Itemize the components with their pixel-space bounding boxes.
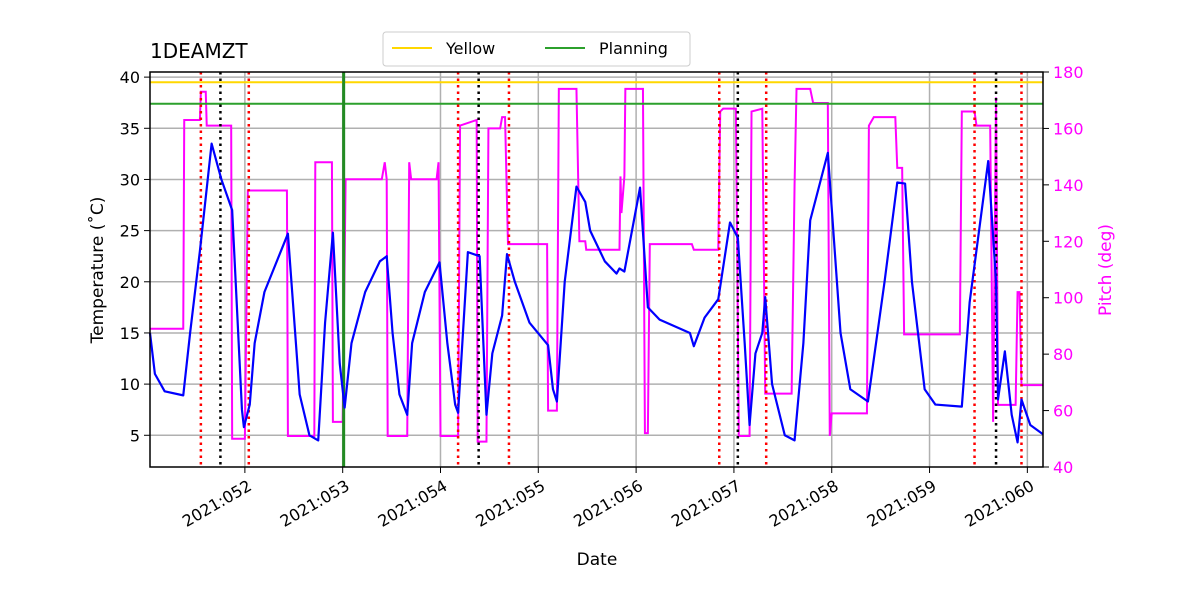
y2-tick-label: 40 — [1053, 458, 1073, 477]
y-tick-label: 35 — [120, 119, 140, 138]
x-tick-label: 2021:055 — [472, 476, 548, 531]
x-tick-label: 2021:059 — [864, 476, 940, 531]
y2-tick-label: 60 — [1053, 402, 1073, 421]
x-tick-label: 2021:058 — [766, 476, 842, 531]
y-axis-label: Temperature (˚C) — [87, 197, 108, 345]
plot-marks — [148, 72, 1044, 467]
legend-label-planning: Planning — [599, 39, 668, 58]
y-tick-label: 15 — [120, 324, 140, 343]
x-tick-label: 2021:056 — [570, 476, 646, 531]
y-tick-label: 5 — [130, 426, 140, 445]
legend: Yellow Planning — [382, 31, 691, 67]
y2-tick-label: 160 — [1053, 119, 1084, 138]
y-tick-label: 25 — [120, 222, 140, 241]
pitch-line — [150, 87, 1043, 443]
x-tick-label: 2021:053 — [277, 476, 353, 531]
y2-tick-label: 100 — [1053, 289, 1084, 308]
y2-tick-label: 120 — [1053, 232, 1084, 251]
y-tick-label: 30 — [120, 170, 140, 189]
chart-title: 1DEAMZT — [150, 39, 248, 63]
plot-frame — [149, 71, 1044, 468]
x-tick-label: 2021:057 — [668, 476, 744, 531]
y-tick-label: 20 — [120, 273, 140, 292]
x-tick-label: 2021:054 — [375, 476, 451, 531]
x-tick-label: 2021:060 — [961, 476, 1037, 531]
x-tick-label: 2021:052 — [179, 476, 255, 531]
x-axis-label: Date — [577, 550, 618, 570]
y2-tick-label: 180 — [1053, 63, 1084, 82]
grid — [150, 72, 1043, 467]
legend-label-yellow: Yellow — [445, 39, 495, 58]
y-tick-label: 10 — [120, 375, 140, 394]
y2-axis-label: Pitch (deg) — [1096, 224, 1116, 316]
legend-box — [382, 31, 691, 67]
y2-tick-label: 140 — [1053, 176, 1084, 195]
y2-tick-label: 80 — [1053, 345, 1073, 364]
y-tick-label: 40 — [120, 68, 140, 87]
temperature-line — [148, 142, 1044, 444]
